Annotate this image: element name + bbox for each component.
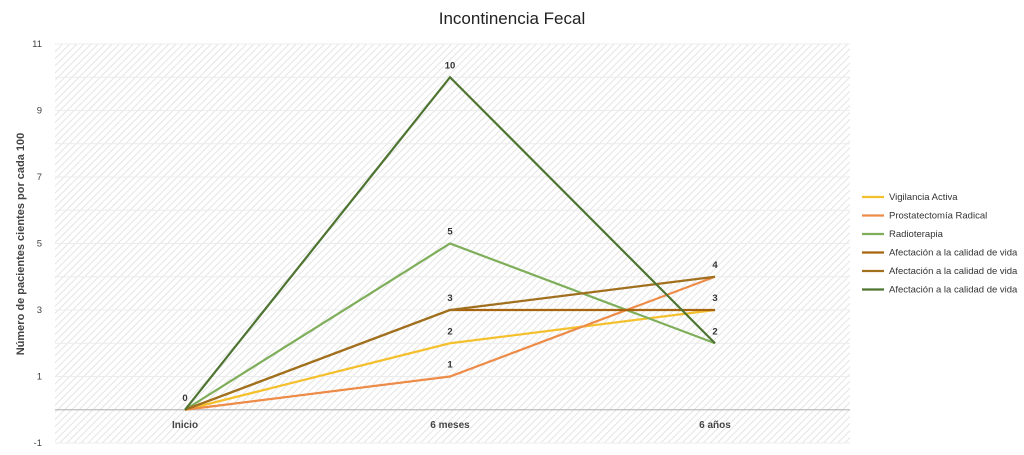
data-label: 2: [712, 326, 717, 337]
series-line-5: [184, 275, 716, 411]
data-label: 3: [447, 293, 452, 304]
legend-entry: Radioterapia: [889, 229, 944, 240]
series-line-6: [184, 75, 716, 411]
y-tick-label: 11: [32, 39, 42, 50]
series-line-1: [184, 308, 716, 411]
legend-entry: Afectación a la calidad de vida: [889, 266, 1018, 277]
y-tick-label: 1: [37, 372, 42, 383]
y-tick-label: 7: [37, 172, 42, 183]
data-label: 0: [182, 393, 187, 404]
y-tick-label: 3: [37, 305, 42, 316]
data-label: 1: [447, 360, 453, 371]
data-label: 4: [712, 260, 718, 271]
data-label: 3: [712, 293, 717, 304]
y-axis-label: Número de pacientes cientes por cada 100: [15, 133, 27, 356]
data-label: 10: [445, 60, 456, 71]
legend-entry: Afectación a la calidad de vida: [889, 248, 1018, 259]
chart-title: Incontinencia Fecal: [439, 9, 585, 28]
data-label: 2: [447, 326, 452, 337]
y-tick-label: 5: [37, 239, 42, 250]
y-tick-label: 9: [37, 106, 42, 117]
data-label: 5: [447, 227, 453, 238]
x-tick-label: Inicio: [172, 420, 198, 431]
y-tick-label: -1: [34, 438, 42, 449]
legend-entry: Prostatectomía Radical: [889, 211, 987, 222]
legend-entry: Afectación a la calidad de vida: [889, 285, 1018, 296]
x-tick-label: 6 meses: [430, 420, 470, 431]
legend-entry: Vigilancia Activa: [889, 192, 958, 203]
x-tick-label: 6 años: [699, 420, 731, 431]
